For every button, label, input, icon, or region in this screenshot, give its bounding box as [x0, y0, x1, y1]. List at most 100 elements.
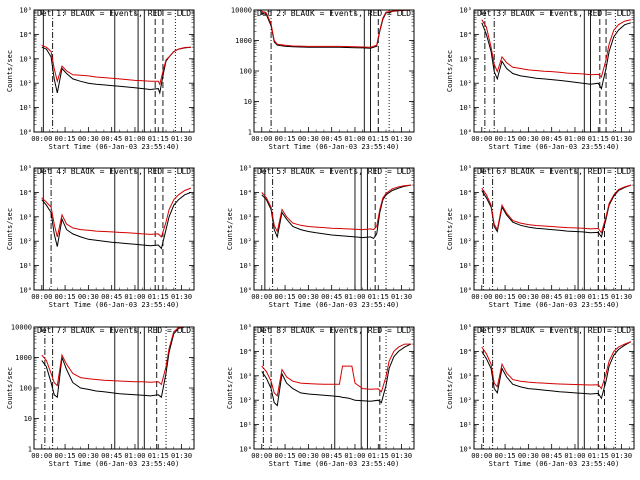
events-series-line — [481, 184, 632, 239]
y-tick-label: 10⁰ — [19, 129, 32, 137]
x-tick-label: 01:00 — [124, 293, 145, 301]
x-tick-label: 01:30 — [611, 135, 632, 143]
events-series-line — [261, 184, 411, 240]
x-tick-label: 00:30 — [78, 293, 99, 301]
x-tick-label: 01:00 — [564, 135, 585, 143]
x-tick-label: 00:00 — [471, 293, 492, 301]
y-tick-label: 10³ — [239, 372, 252, 380]
x-tick-label: 01:15 — [588, 452, 609, 460]
y-tick-label: 10 — [24, 415, 32, 423]
y-axis-label: Counts/sec — [226, 208, 234, 250]
y-tick-label: 10⁵ — [239, 324, 252, 332]
chart-title: Det 4: BLACK = Events, RED = LLD — [37, 167, 191, 176]
chart-title: Det 6: BLACK = Events, RED = LLD — [477, 167, 631, 176]
y-tick-label: 10⁵ — [19, 7, 32, 15]
x-tick-label: 01:30 — [171, 293, 192, 301]
y-tick-label: 10⁴ — [459, 189, 472, 197]
y-tick-label: 1 — [28, 446, 32, 454]
events-series-line — [261, 343, 412, 407]
lld-series-line — [481, 184, 632, 234]
x-tick-label: 00:00 — [31, 293, 52, 301]
x-tick-label: 01:15 — [148, 452, 169, 460]
x-tick-label: 01:15 — [588, 293, 609, 301]
x-tick-label: 00:45 — [321, 135, 342, 143]
y-tick-label: 10¹ — [459, 262, 472, 270]
x-tick-label: 00:00 — [251, 452, 272, 460]
y-tick-label: 10⁰ — [239, 287, 252, 295]
x-tick-label: 00:15 — [55, 135, 76, 143]
x-tick-label: 01:15 — [368, 135, 389, 143]
x-tick-label: 01:30 — [391, 452, 412, 460]
x-tick-label: 00:30 — [78, 135, 99, 143]
x-tick-label: 00:30 — [78, 452, 99, 460]
plot-frame — [473, 167, 635, 291]
chart-title: Det 2: BLACK = Events, RED = LLD — [257, 9, 411, 18]
lld-series-line — [481, 19, 632, 78]
chart-title: Det 9: BLACK = Events, RED = LLD — [477, 326, 631, 335]
lld-series-line — [261, 343, 411, 397]
y-tick-label: 10¹ — [459, 421, 472, 429]
plot-frame — [473, 9, 635, 133]
y-tick-label: 10⁰ — [459, 287, 472, 295]
plot-frame — [473, 326, 635, 450]
x-axis-label: Start Time (06-Jan-03 23:55:40) — [489, 301, 620, 309]
x-tick-label: 00:00 — [31, 452, 52, 460]
y-axis-label: Counts/sec — [446, 50, 454, 92]
y-axis-label: Counts/sec — [446, 208, 454, 250]
events-series-line — [41, 46, 191, 95]
x-tick-label: 00:00 — [471, 452, 492, 460]
x-tick-label: 01:30 — [611, 452, 632, 460]
y-tick-label: 10⁴ — [459, 348, 472, 356]
y-tick-label: 10² — [459, 397, 472, 405]
plot-frame — [253, 167, 415, 291]
x-tick-label: 00:45 — [101, 135, 122, 143]
y-tick-label: 10⁴ — [459, 31, 472, 39]
y-tick-label: 10000 — [231, 7, 252, 15]
y-tick-label: 1 — [248, 129, 252, 137]
plot-frame — [253, 326, 415, 450]
x-tick-label: 00:15 — [495, 293, 516, 301]
x-tick-label: 00:00 — [471, 135, 492, 143]
x-tick-label: 00:30 — [518, 135, 539, 143]
x-tick-label: 00:00 — [251, 135, 272, 143]
lld-series-line — [481, 341, 632, 390]
y-tick-label: 10² — [19, 80, 32, 88]
chart-panel-7: Det 7: BLACK = Events, RED = LLD 1 10 100 10… — [6, 324, 195, 468]
y-tick-label: 10⁴ — [19, 31, 32, 39]
x-tick-label: 01:00 — [344, 452, 365, 460]
y-tick-label: 10⁰ — [239, 446, 252, 454]
y-tick-label: 10 — [244, 98, 252, 106]
y-tick-label: 10⁵ — [459, 7, 472, 15]
y-tick-label: 10² — [459, 238, 472, 246]
y-axis-label: Counts/sec — [226, 367, 234, 409]
events-series-line — [41, 191, 192, 250]
y-tick-label: 10³ — [459, 372, 472, 380]
x-tick-label: 01:00 — [124, 452, 145, 460]
events-series-line — [481, 22, 632, 90]
x-tick-label: 01:15 — [368, 293, 389, 301]
x-axis-label: Start Time (06-Jan-03 23:55:40) — [269, 143, 400, 151]
x-tick-label: 00:00 — [251, 293, 272, 301]
x-tick-label: 01:30 — [171, 135, 192, 143]
y-tick-label: 10³ — [459, 55, 472, 63]
y-tick-label: 100 — [239, 68, 252, 76]
x-tick-label: 00:30 — [298, 452, 319, 460]
chart-panel-5: Det 5: BLACK = Events, RED = LLD 10⁰ 10¹ 10… — [226, 165, 415, 309]
y-tick-label: 10³ — [239, 213, 252, 221]
lld-series-line — [41, 187, 192, 238]
y-tick-label: 10¹ — [239, 262, 252, 270]
y-tick-label: 10¹ — [19, 262, 32, 270]
chart-title: Det 7: BLACK = Events, RED = LLD — [37, 326, 191, 335]
x-tick-label: 00:45 — [101, 452, 122, 460]
x-tick-label: 00:45 — [541, 293, 562, 301]
x-axis-label: Start Time (06-Jan-03 23:55:40) — [489, 460, 620, 468]
x-tick-label: 00:45 — [541, 135, 562, 143]
chart-title: Det 8: BLACK = Events, RED = LLD — [257, 326, 411, 335]
y-tick-label: 10³ — [19, 55, 32, 63]
x-tick-label: 01:00 — [344, 293, 365, 301]
lld-series-line — [261, 184, 411, 233]
x-tick-label: 00:15 — [275, 293, 296, 301]
chart-panel-9: Det 9: BLACK = Events, RED = LLD 10⁰ 10¹ 10… — [446, 324, 635, 468]
